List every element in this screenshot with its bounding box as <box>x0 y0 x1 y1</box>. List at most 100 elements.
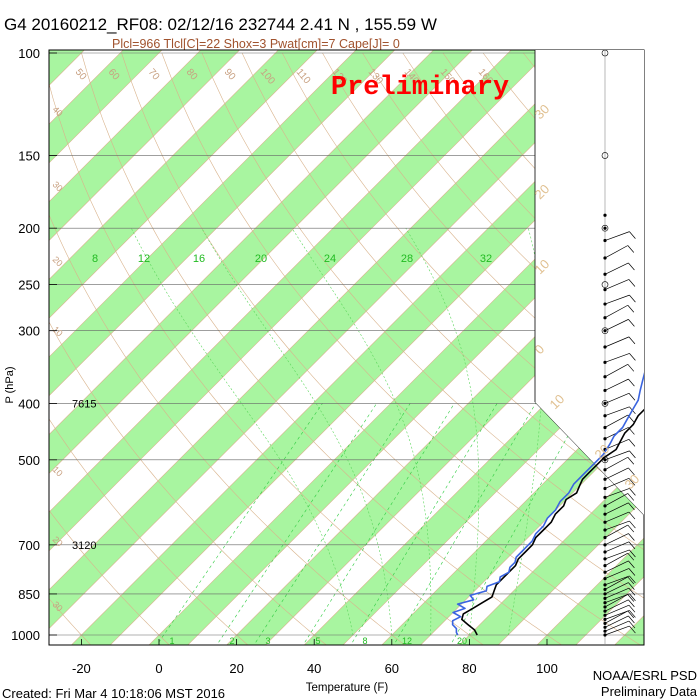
wind-barb-shaft <box>604 587 630 599</box>
wind-barb-dot <box>603 528 607 532</box>
dry-adiabat <box>684 53 700 647</box>
wind-barb-flag <box>628 319 635 327</box>
wind-barb-flag <box>627 610 635 619</box>
isotherm-line <box>458 459 644 645</box>
wind-barb-shaft <box>604 604 630 616</box>
credit-line-2: Preliminary Data <box>601 684 698 699</box>
x-tick-label: 80 <box>462 661 476 676</box>
wind-barb-flag <box>629 610 636 618</box>
wind-barb-flag <box>627 245 635 253</box>
wind-barb-flag <box>629 575 636 584</box>
wind-barb-flag <box>628 336 636 345</box>
x-axis-ticks: -20 0 20 40 60 80 100 <box>72 639 558 676</box>
wind-barb-flag <box>628 502 635 511</box>
dry-adiabat <box>49 509 170 645</box>
mixing-ratio-line <box>253 403 411 645</box>
wind-barb-shaft <box>604 363 628 378</box>
wind-barb-shaft <box>604 467 629 480</box>
wind-barb-shaft <box>604 533 629 546</box>
wind-barb-flag <box>629 231 636 239</box>
wind-calm-circle <box>601 152 609 159</box>
chart-title: G4 20160212_RF08: 02/12/16 232744 2.41 N… <box>4 15 437 34</box>
wind-barb-column <box>534 49 645 646</box>
x-tick-label: 100 <box>536 661 558 676</box>
isotherm-line <box>497 498 644 645</box>
wind-barb-shaft <box>604 456 628 471</box>
wind-barb-shaft <box>604 304 628 319</box>
mixing-ratio-label: 20 <box>457 636 467 646</box>
green-band-label: 32 <box>480 253 492 265</box>
wind-barb-flag <box>628 467 635 476</box>
wind-panel-mask <box>535 50 644 515</box>
dry-adiabat <box>643 52 644 54</box>
series-line-temperature <box>461 408 644 636</box>
isotherm-line <box>49 50 473 474</box>
dry-adiabat <box>49 213 406 645</box>
wind-barb-shaft <box>604 511 630 523</box>
wind-barb-dot <box>603 226 607 230</box>
wind-barb-shaft <box>604 231 630 241</box>
wind-barb-flag <box>627 552 635 561</box>
isotherm-line <box>187 188 644 645</box>
dry-adiabat <box>49 418 249 645</box>
series-line-dewpoint <box>451 372 644 636</box>
green-band-label: 8 <box>92 253 98 265</box>
wind-barb-dot <box>603 570 607 574</box>
wind-barb-dot <box>603 520 607 524</box>
wind-barb-flag <box>629 294 636 303</box>
wind-barb-flag <box>628 439 636 447</box>
wind-barb-flag <box>628 511 636 520</box>
wind-barb-flag <box>628 541 636 550</box>
isotherm-line <box>49 50 318 319</box>
y-tick-label: 1000 <box>11 628 40 643</box>
mixing-ratio-label: 12 <box>402 636 412 646</box>
isotherm-line <box>420 421 644 645</box>
wind-barb-flag <box>629 488 636 496</box>
wind-barb-dot <box>603 564 607 568</box>
height-label: 7615 <box>72 398 96 410</box>
wind-barb-dot <box>603 617 607 621</box>
mixing-ratio-label: 8 <box>362 636 367 646</box>
wind-barb-shaft <box>604 414 628 428</box>
wind-barb-shaft <box>604 477 630 489</box>
wind-barb-flag <box>628 393 636 401</box>
created-timestamp: Created: Fri Mar 4 10:18:06 MST 2016 <box>2 686 225 700</box>
isotherm-line <box>49 50 241 242</box>
wind-barb-shaft <box>604 524 628 538</box>
isotherm-line <box>49 50 279 280</box>
wind-barb-flag <box>628 599 635 608</box>
wind-barb-flag <box>628 533 635 541</box>
wind-barb-shaft <box>604 560 629 573</box>
wind-barb-shaft <box>604 610 630 620</box>
moist-adiabat <box>201 228 393 636</box>
isotherm-line <box>0 26 30 659</box>
wind-calm-circle <box>601 400 609 407</box>
wind-barb-flag <box>627 524 635 533</box>
wind-barb-shaft <box>604 520 630 531</box>
y-tick-label: 700 <box>18 538 40 553</box>
wind-barb-shaft <box>604 549 630 560</box>
wind-barb-flag <box>629 450 636 459</box>
y-tick-label: 500 <box>18 453 40 468</box>
mixing-ratio-line <box>216 403 377 645</box>
credit-line-1: NOAA/ESRL PSD <box>593 668 697 683</box>
y-tick-label: 300 <box>18 324 40 339</box>
wind-barb-flag <box>628 587 636 596</box>
x-tick-label: 60 <box>385 661 399 676</box>
wind-barb-shaft <box>604 599 629 612</box>
isotherm-line <box>639 26 700 659</box>
wind-barb-shaft <box>604 378 629 391</box>
green-band <box>49 50 85 86</box>
wind-barb-shaft <box>604 541 630 553</box>
isotherm-top-label: 90 <box>222 67 238 83</box>
dry-adiabat <box>161 52 644 599</box>
green-band <box>0 26 30 659</box>
x-tick-label: 40 <box>307 661 321 676</box>
isotherm-line <box>226 227 644 645</box>
wind-calm-circle <box>601 327 609 334</box>
wind-barb-flag <box>628 279 636 287</box>
wind-barb-shaft <box>604 279 630 290</box>
y-axis-ticks: 100 150 200 250 300 400 500 700 850 1000 <box>11 46 57 643</box>
isotherm-line <box>342 343 644 645</box>
wind-calm-circle <box>601 281 609 288</box>
